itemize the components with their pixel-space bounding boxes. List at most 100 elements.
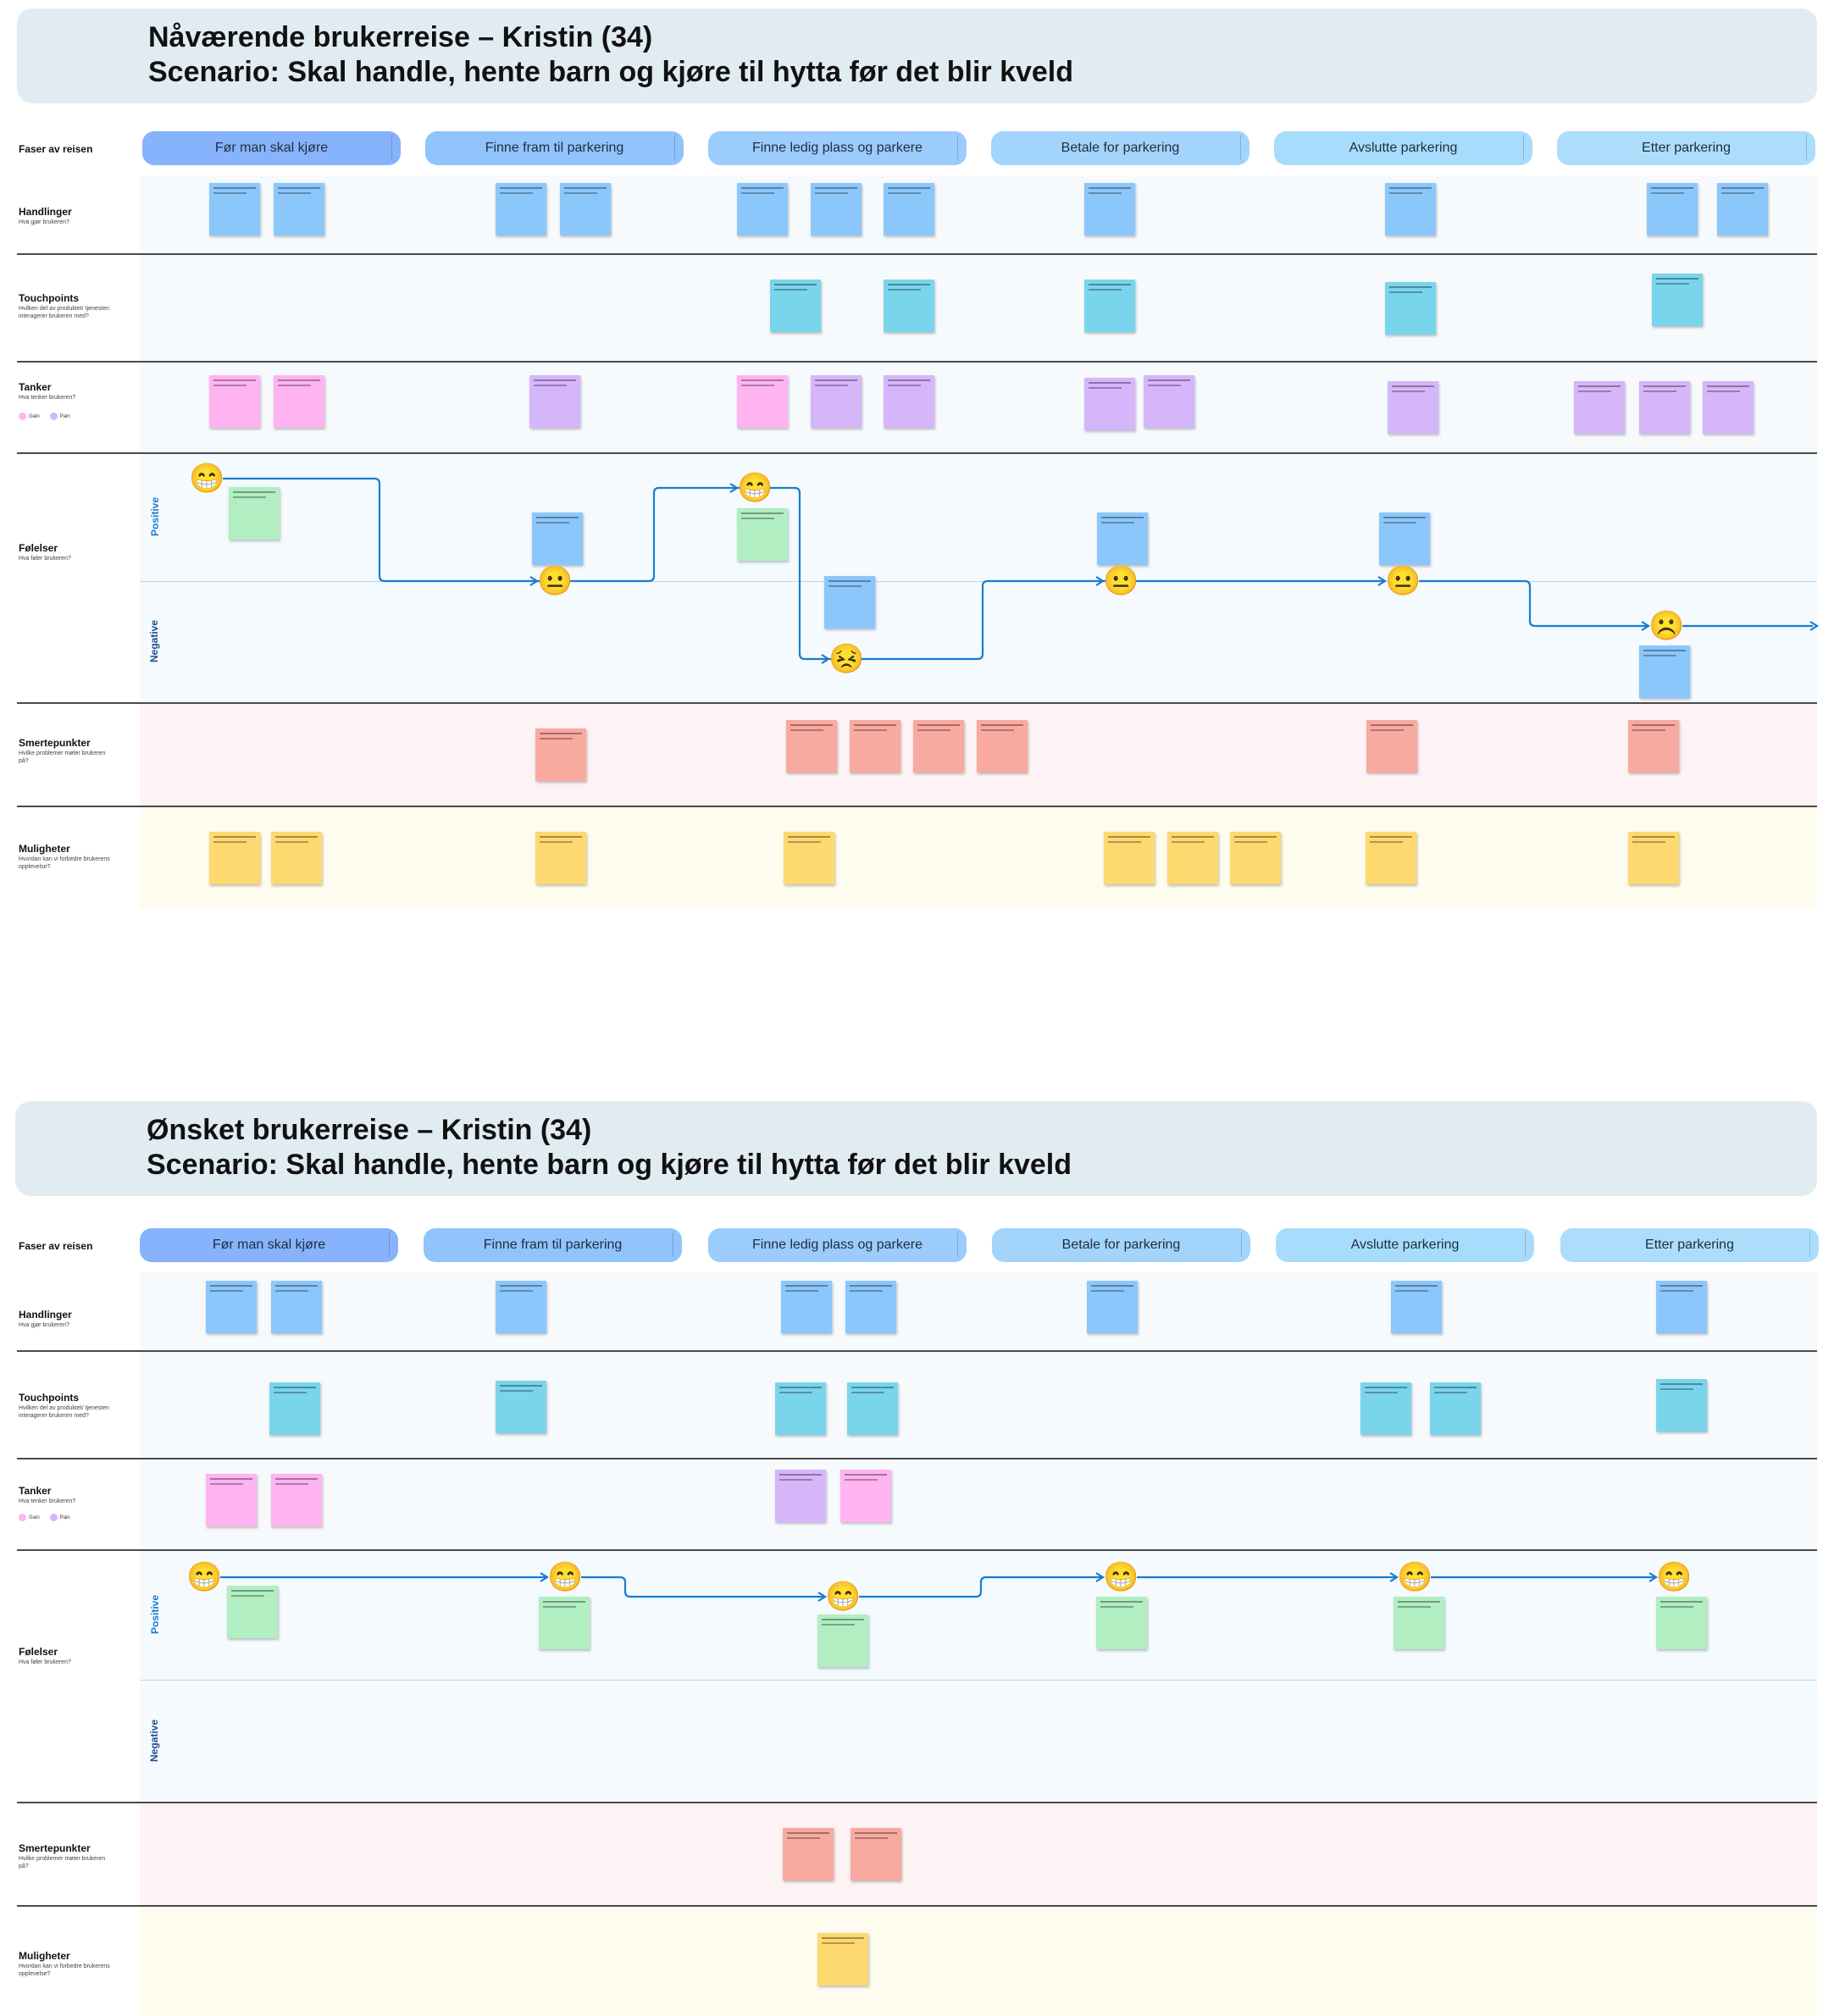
sticky-note[interactable] [271, 832, 322, 884]
sticky-note[interactable] [1639, 381, 1690, 434]
sticky-note[interactable] [1703, 381, 1754, 434]
sticky-note[interactable] [850, 720, 900, 773]
sticky-note[interactable] [775, 1470, 826, 1522]
sticky-note[interactable] [824, 576, 875, 629]
sticky-text-line [564, 192, 597, 194]
sticky-note[interactable] [847, 1382, 898, 1435]
sticky-note[interactable] [1366, 720, 1417, 773]
emotion-curve-arrow [529, 576, 540, 586]
sticky-note[interactable] [209, 832, 260, 884]
sticky-note[interactable] [496, 183, 546, 235]
sticky-note[interactable] [529, 375, 580, 428]
lane-touchpoints [140, 254, 1817, 362]
sticky-note[interactable] [1394, 1597, 1444, 1649]
sticky-note[interactable] [206, 1474, 257, 1526]
sticky-text-line [815, 187, 857, 189]
sticky-note[interactable] [1087, 1281, 1138, 1333]
sticky-note[interactable] [269, 1382, 320, 1435]
gain-label: Gain [29, 1515, 40, 1520]
sticky-note[interactable] [274, 375, 324, 428]
sticky-note[interactable] [845, 1281, 896, 1333]
sticky-text-line [1660, 1383, 1703, 1385]
sticky-note[interactable] [229, 487, 280, 540]
sticky-text-line [888, 289, 921, 291]
sticky-note[interactable] [737, 375, 788, 428]
sticky-note[interactable] [1360, 1382, 1411, 1435]
sticky-note[interactable] [1084, 378, 1135, 430]
sticky-note[interactable] [1639, 645, 1690, 698]
sticky-note[interactable] [496, 1281, 546, 1333]
sticky-text-line [981, 729, 1014, 731]
sticky-note[interactable] [532, 512, 583, 565]
sticky-note[interactable] [1656, 1597, 1707, 1649]
sticky-note[interactable] [1388, 381, 1438, 434]
emotion-curve-arrow [1648, 1572, 1659, 1582]
sticky-note[interactable] [1385, 282, 1436, 335]
sticky-note[interactable] [884, 183, 934, 235]
sticky-note[interactable] [1230, 832, 1281, 884]
sticky-note[interactable] [535, 728, 586, 781]
phase-label: Etter parkering [1642, 141, 1731, 155]
sticky-note[interactable] [1656, 1281, 1707, 1333]
sticky-note[interactable] [1366, 832, 1416, 884]
phase-label: Før man skal kjøre [214, 141, 329, 155]
sticky-note[interactable] [811, 183, 862, 235]
desired-journey-map: Ønsket brukerreise – Kristin (34) Scenar… [0, 1084, 1834, 2016]
sticky-note[interactable] [884, 375, 934, 428]
sticky-note[interactable] [209, 375, 260, 428]
sticky-note[interactable] [884, 280, 934, 332]
sticky-note[interactable] [840, 1470, 891, 1522]
sticky-note[interactable] [209, 183, 260, 235]
sticky-note[interactable] [977, 720, 1028, 773]
sticky-note[interactable] [1628, 720, 1679, 773]
row-title: Tanker [19, 381, 52, 393]
sticky-note[interactable] [496, 1381, 546, 1433]
sticky-note[interactable] [539, 1597, 590, 1649]
sticky-note[interactable] [781, 1281, 832, 1333]
sticky-note[interactable] [1379, 512, 1430, 565]
sticky-note[interactable] [1574, 381, 1625, 434]
map-scenario: Scenario: Skal handle, hente barn og kjø… [148, 56, 1074, 88]
sticky-note[interactable] [274, 183, 324, 235]
sticky-text-line [275, 1478, 318, 1480]
sticky-text-line [534, 379, 576, 381]
sticky-note[interactable] [1385, 183, 1436, 235]
sticky-note[interactable] [737, 183, 788, 235]
sticky-note[interactable] [227, 1586, 278, 1638]
sticky-note[interactable] [770, 280, 821, 332]
sticky-note[interactable] [271, 1281, 322, 1333]
sticky-note[interactable] [811, 375, 862, 428]
sticky-note[interactable] [206, 1281, 257, 1333]
sticky-note[interactable] [1104, 832, 1155, 884]
sticky-note[interactable] [1717, 183, 1768, 235]
sticky-note[interactable] [271, 1474, 322, 1526]
sticky-note[interactable] [817, 1614, 868, 1667]
sticky-note[interactable] [1656, 1379, 1707, 1432]
sticky-note[interactable] [1097, 512, 1148, 565]
sticky-note[interactable] [786, 720, 837, 773]
sticky-note[interactable] [1144, 375, 1194, 428]
sticky-note[interactable] [1430, 1382, 1481, 1435]
sticky-note[interactable] [1167, 832, 1218, 884]
sticky-note[interactable] [913, 720, 964, 773]
sticky-note[interactable] [784, 832, 834, 884]
sticky-note[interactable] [1628, 832, 1679, 884]
sticky-note[interactable] [560, 183, 611, 235]
sticky-note[interactable] [1391, 1281, 1442, 1333]
sticky-text-line [231, 1590, 274, 1592]
sticky-note[interactable] [1084, 280, 1135, 332]
row-subtitle: Hvilken del av produktet/ tjenesten inte… [19, 306, 110, 319]
grinning-face-icon: 😁 [1656, 1561, 1693, 1593]
sticky-note[interactable] [783, 1828, 834, 1880]
sticky-note[interactable] [1652, 274, 1703, 326]
sticky-note[interactable] [775, 1382, 826, 1435]
sticky-note[interactable] [1096, 1597, 1147, 1649]
sticky-text-line [815, 385, 848, 386]
sticky-note[interactable] [535, 832, 586, 884]
sticky-note[interactable] [817, 1933, 868, 1986]
sticky-note[interactable] [1084, 183, 1135, 235]
sticky-note[interactable] [851, 1828, 901, 1880]
row-label-smerte: Smertepunkter Hvilke problemer møter bruk… [19, 1842, 116, 1871]
sticky-note[interactable] [737, 508, 788, 561]
sticky-note[interactable] [1647, 183, 1698, 235]
